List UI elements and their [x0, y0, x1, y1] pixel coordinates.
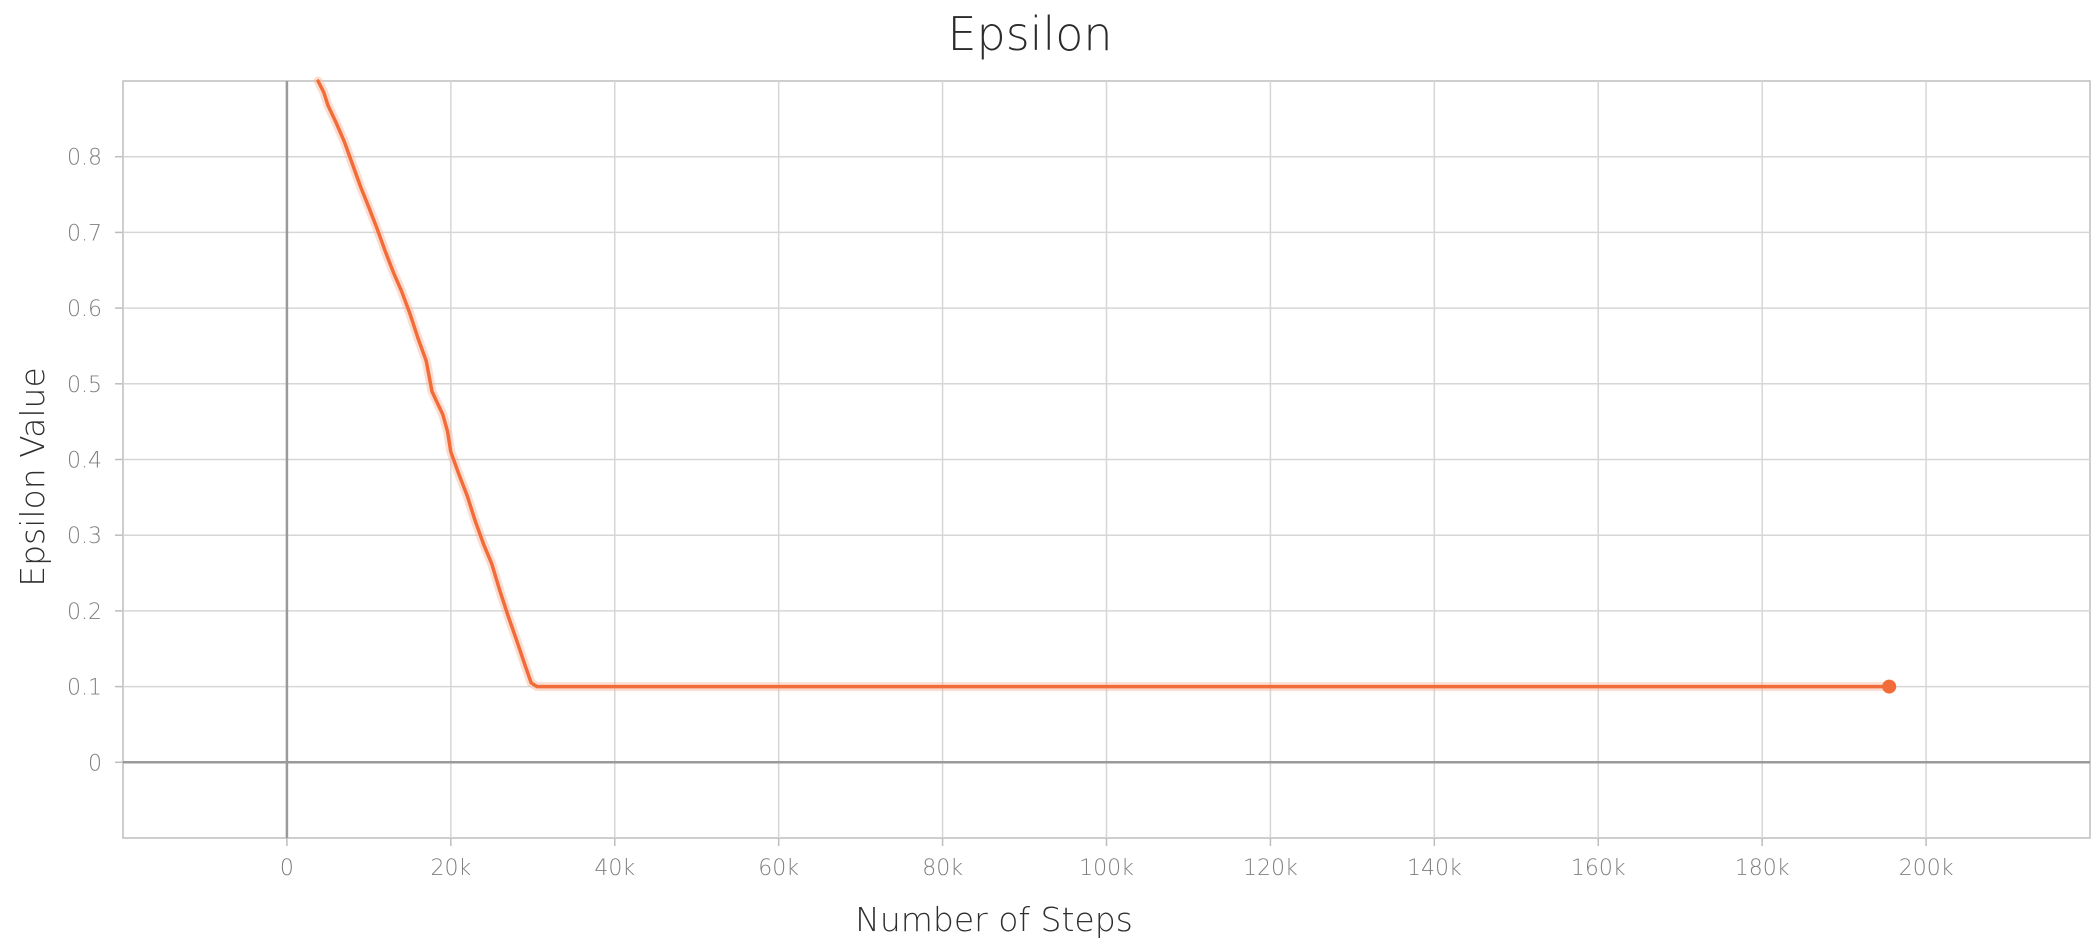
x-tick-label: 200k [1899, 856, 1954, 881]
x-tick-label: 40k [594, 856, 635, 881]
y-tick-label: 0.2 [67, 600, 102, 625]
y-tick-label: 0.8 [67, 146, 102, 171]
x-tick-label: 0 [280, 856, 294, 881]
x-tick-label: 180k [1735, 856, 1790, 881]
axis-layer [123, 81, 2090, 838]
x-tick-label: 60k [758, 856, 799, 881]
last-data-point [1882, 679, 1897, 694]
y-tick-label: 0.1 [67, 676, 102, 701]
y-tick-label: 0.3 [67, 524, 102, 549]
y-tick-label: 0.6 [67, 297, 102, 322]
series-layer [313, 76, 1897, 694]
x-tick-label: 100k [1079, 856, 1134, 881]
x-tick-label: 160k [1571, 856, 1626, 881]
y-tick-label: 0 [88, 751, 102, 776]
y-tick-label: 0.5 [67, 373, 102, 398]
y-tick-label: 0.7 [67, 221, 102, 246]
grid-layer [115, 80, 2091, 846]
x-tick-label: 80k [922, 856, 963, 881]
epsilon-line [316, 79, 1891, 689]
y-axis-title: Epsilon Value [13, 367, 52, 587]
x-tick-label: 120k [1243, 856, 1298, 881]
x-tick-label: 140k [1407, 856, 1462, 881]
x-tick-label: 20k [430, 856, 471, 881]
chart-title: Epsilon [947, 7, 1112, 61]
x-axis-title: Number of Steps [855, 900, 1133, 939]
tick-label-layer: 0 20k 40k 60k 80k 100k 120k 140k 160k 180k 200k 0 0.… [67, 146, 1954, 881]
y-tick-label: 0.4 [67, 449, 102, 474]
